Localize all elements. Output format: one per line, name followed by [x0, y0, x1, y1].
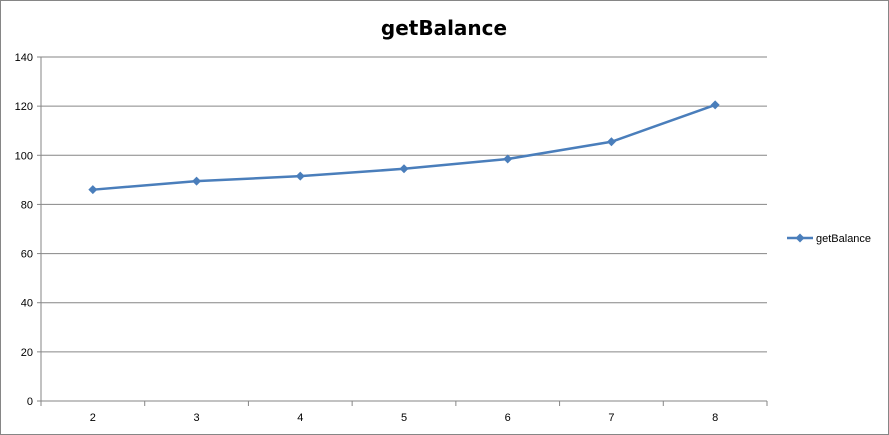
x-tick-label: 7 [608, 412, 614, 424]
data-point [88, 185, 98, 195]
y-tick-label: 120 [15, 101, 33, 113]
y-tick-label: 140 [15, 52, 33, 64]
y-tick-label: 20 [21, 347, 33, 359]
data-point [503, 154, 513, 164]
legend-marker [795, 233, 805, 243]
data-point [399, 164, 409, 174]
x-tick-label: 4 [297, 412, 303, 424]
legend-label: getBalance [816, 233, 871, 245]
data-point [192, 176, 202, 186]
x-tick-label: 8 [712, 412, 718, 424]
x-tick-label: 5 [401, 412, 407, 424]
axes: 0 20 40 60 80 100 120 140 2 3 4 5 6 7 8 [15, 52, 768, 424]
series-layer [88, 100, 720, 195]
x-tick-label: 3 [194, 412, 200, 424]
x-tick-label: 2 [90, 412, 96, 424]
y-tick-label: 40 [21, 298, 33, 310]
data-point [710, 100, 720, 110]
y-tick-label: 0 [27, 396, 33, 408]
series-line [92, 103, 716, 191]
y-tick-label: 60 [21, 249, 33, 261]
gridlines [41, 56, 767, 353]
chart-title: getBalance [381, 16, 507, 40]
y-tick-label: 100 [15, 150, 33, 162]
legend: getBalance [787, 233, 871, 245]
y-tick-label: 80 [21, 199, 33, 211]
data-point [606, 137, 616, 147]
data-point [295, 171, 305, 181]
x-tick-label: 6 [505, 412, 511, 424]
